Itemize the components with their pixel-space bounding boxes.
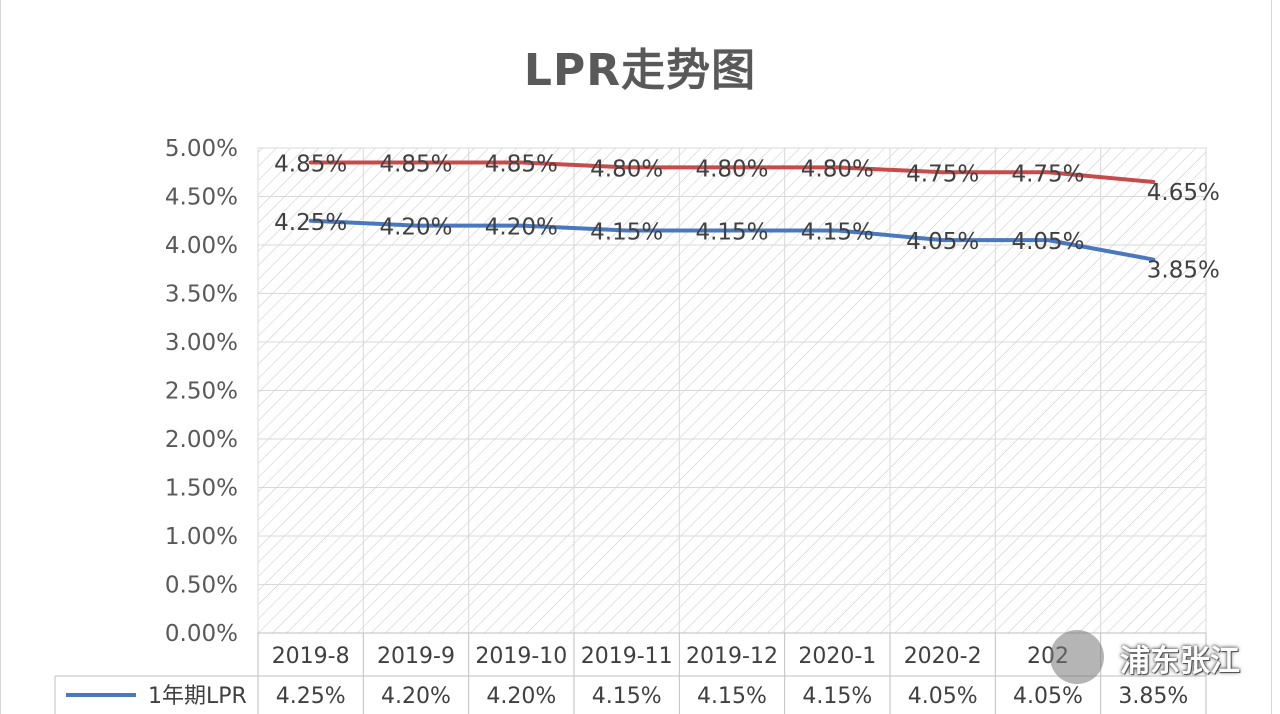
table-cell-value: 4.05%: [908, 684, 978, 709]
data-label: 4.80%: [801, 156, 874, 182]
table-cell-value: 4.15%: [697, 684, 767, 709]
series-line-1yr: [308, 218, 1156, 262]
y-tick-label: 1.50%: [165, 476, 238, 502]
data-label: 4.05%: [906, 229, 979, 255]
data-label: 4.20%: [379, 215, 452, 241]
x-category-label: 2020-2: [904, 644, 982, 669]
data-label: 4.15%: [590, 219, 663, 245]
table-cell-value: 3.85%: [1118, 684, 1188, 709]
y-tick-label: 3.00%: [165, 330, 238, 356]
data-label: 4.85%: [379, 152, 452, 178]
table-row-label: 1年期LPR: [148, 684, 247, 709]
data-label: 4.15%: [695, 219, 768, 245]
data-label: 4.25%: [274, 210, 347, 236]
y-tick-label: 3.50%: [165, 282, 238, 308]
data-label: 4.20%: [485, 215, 558, 241]
x-category-label: 2019-8: [272, 644, 350, 669]
data-label: 4.65%: [1147, 180, 1220, 206]
data-labels: 4.25% 4.20% 4.20% 4.15% 4.15% 4.15% 4.05% 4.05%…: [274, 152, 1220, 284]
y-tick-label: 0.50%: [165, 573, 238, 599]
series-lines: [308, 160, 1156, 262]
series-line-5yr: [308, 160, 1156, 184]
table-cell-value: 4.20%: [486, 684, 556, 709]
table-cell-value: 4.15%: [592, 684, 662, 709]
data-label: 4.85%: [485, 152, 558, 178]
gridlines: [257, 147, 1207, 634]
wechat-logo-icon: [1050, 630, 1104, 684]
data-table: 2019-8 2019-9 2019-10 2019-11 2019-12 2020-1 2…: [54, 632, 1207, 714]
y-tick-label: 2.50%: [165, 379, 238, 405]
data-label: 4.80%: [590, 156, 663, 182]
data-label: 4.75%: [906, 161, 979, 187]
table-cell-value: 4.15%: [802, 684, 872, 709]
data-label: 4.05%: [1011, 229, 1084, 255]
data-label: 3.85%: [1147, 258, 1220, 284]
x-category-label: 2020-1: [798, 644, 876, 669]
x-category-label: 2019-9: [377, 644, 455, 669]
data-label: 4.15%: [801, 219, 874, 245]
data-label: 4.80%: [695, 156, 768, 182]
y-tick-label: 0.00%: [165, 621, 238, 647]
data-label: 4.75%: [1011, 161, 1084, 187]
x-category-label: 2019-12: [686, 644, 778, 669]
y-tick-label: 4.00%: [165, 233, 238, 259]
y-tick-label: 1.00%: [165, 524, 238, 550]
chart-title: LPR走势图: [523, 45, 757, 96]
y-tick-label: 2.00%: [165, 427, 238, 453]
y-tick-label: 4.50%: [165, 185, 238, 211]
y-axis: 0.00% 0.50% 1.00% 1.50% 2.00% 2.50% 3.00% 3.50%…: [165, 136, 238, 647]
data-label: 4.85%: [274, 152, 347, 178]
table-cell-value: 4.20%: [381, 684, 451, 709]
x-category-label: 2019-11: [581, 644, 673, 669]
y-tick-label: 5.00%: [165, 136, 238, 162]
watermark-text: 浦东张江: [1120, 644, 1240, 679]
x-category-label: 2019-10: [475, 644, 567, 669]
table-cell-value: 4.05%: [1013, 684, 1083, 709]
table-cell-value: 4.25%: [276, 684, 346, 709]
